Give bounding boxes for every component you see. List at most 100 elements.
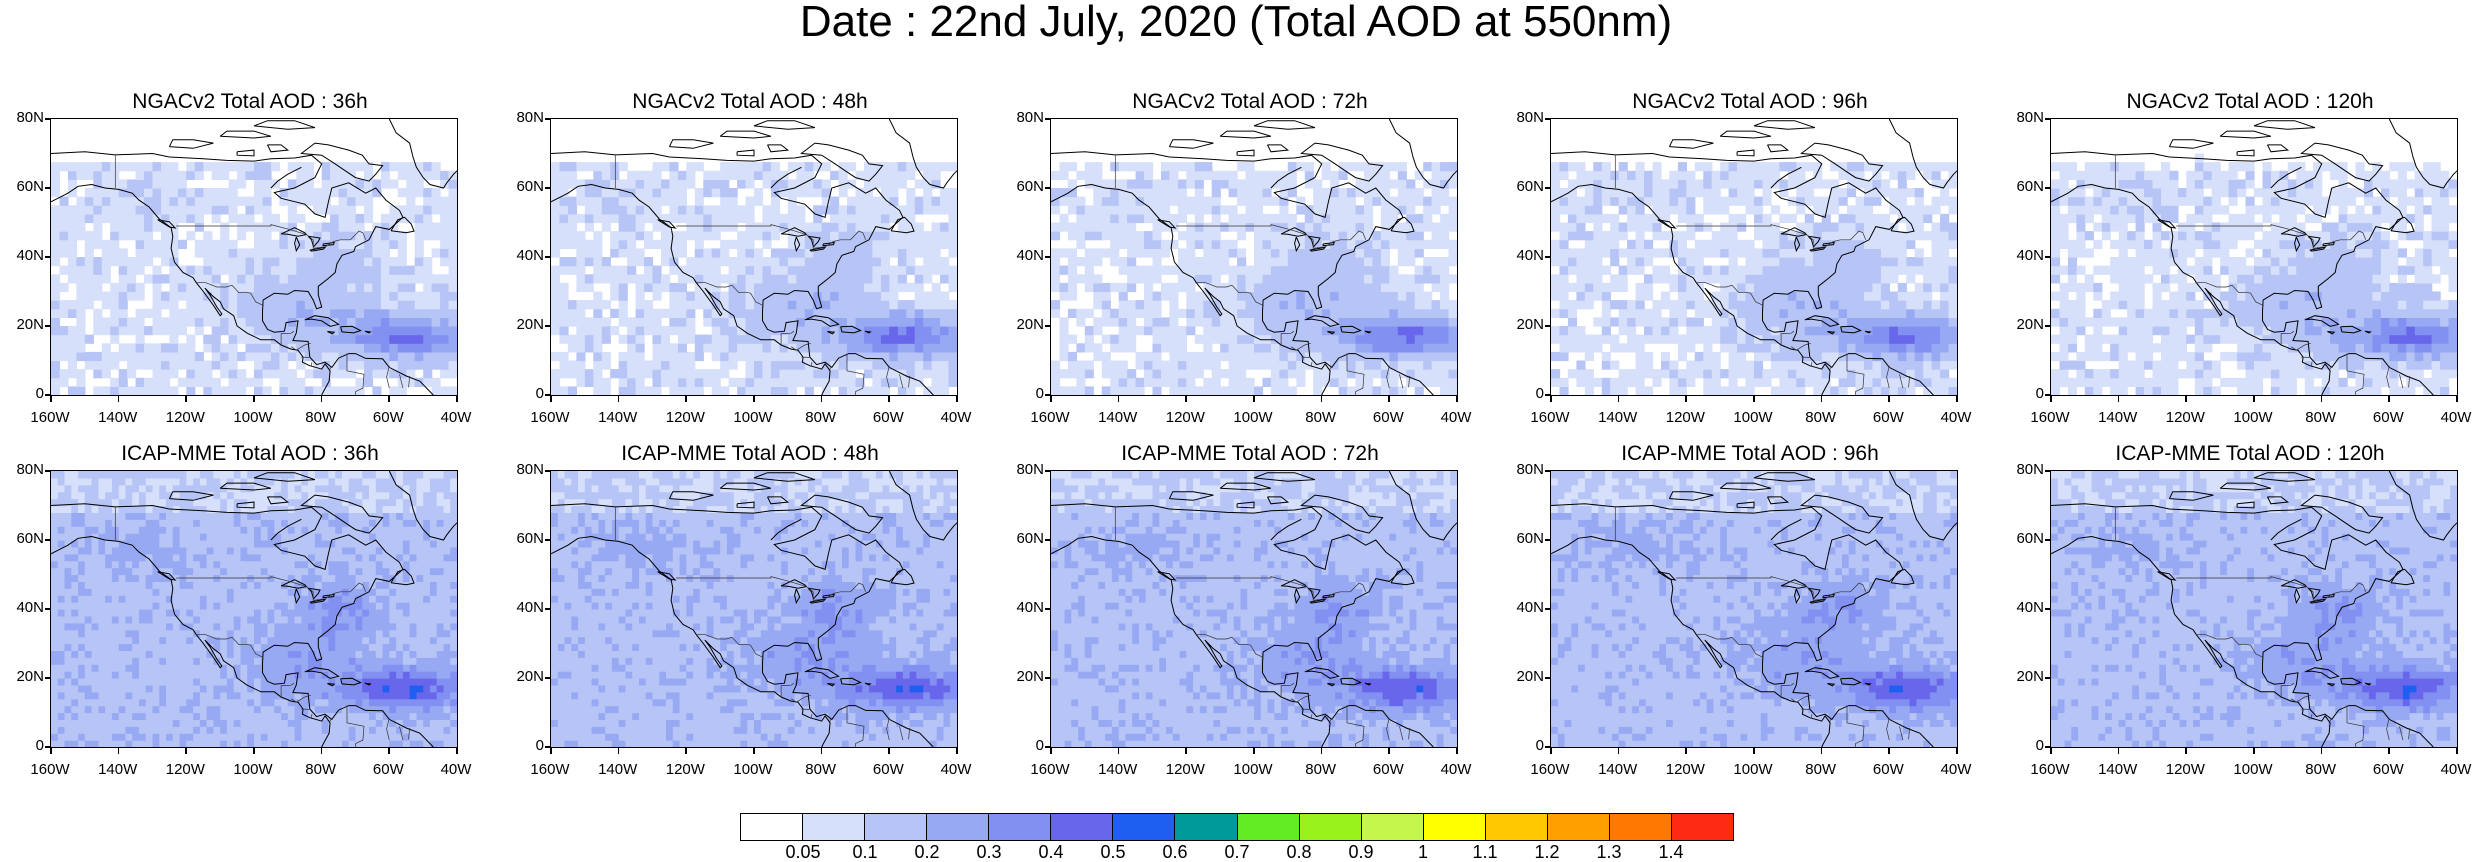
colorbar-label: 0.1 bbox=[852, 842, 878, 862]
lat-tick-mark bbox=[45, 539, 51, 541]
lat-tick-label: 20N bbox=[516, 316, 544, 333]
lat-tick-label: 40N bbox=[1516, 599, 1544, 616]
lat-tick-label: 60N bbox=[16, 530, 44, 547]
lat-tick-mark bbox=[545, 256, 551, 258]
lon-tick-label: 100W bbox=[2233, 761, 2273, 778]
lat-tick-label: 80N bbox=[2016, 461, 2044, 478]
colorbar-cell bbox=[1237, 814, 1300, 840]
colorbar-label: 0.05 bbox=[785, 842, 821, 862]
lon-tick-label: 120W bbox=[165, 761, 205, 778]
map-panel: NGACv2 Total AOD : 96h 80N 60N 40N 20N 0 160W 1… bbox=[1500, 80, 2000, 426]
lat-tick-mark bbox=[1045, 325, 1051, 327]
lon-tick-label: 140W bbox=[98, 761, 138, 778]
lat-tick-mark bbox=[45, 394, 51, 396]
map-panel: ICAP-MME Total AOD : 36h 80N 60N 40N 20N 0 160… bbox=[0, 432, 500, 778]
lat-tick-mark bbox=[1545, 187, 1551, 189]
lat-tick-mark bbox=[1545, 325, 1551, 327]
coastlines bbox=[1551, 119, 1957, 395]
lon-tick-label: 40W bbox=[2440, 761, 2472, 778]
lon-tick-mark bbox=[2253, 396, 2255, 402]
lon-tick-mark bbox=[2456, 748, 2458, 754]
lon-tick-mark bbox=[50, 396, 52, 402]
lon-tick-mark bbox=[550, 748, 552, 754]
lon-tick-mark bbox=[1253, 396, 1255, 402]
colorbar-cell bbox=[1299, 814, 1362, 840]
aod-map bbox=[2051, 119, 2457, 395]
lon-tick-mark bbox=[50, 748, 52, 754]
map-panel: ICAP-MME Total AOD : 48h 80N 60N 40N 20N 0 160… bbox=[500, 432, 1000, 778]
lon-tick-mark bbox=[1617, 748, 1620, 754]
lat-tick-mark bbox=[2045, 608, 2051, 610]
lat-tick-label: 60N bbox=[1516, 178, 1544, 195]
lon-tick-label: 80W bbox=[1805, 761, 1837, 778]
lat-tick-label: 0 bbox=[35, 737, 44, 754]
lon-tick-label: 120W bbox=[1665, 761, 1705, 778]
lon-tick-label: 120W bbox=[2165, 409, 2205, 426]
lon-tick-label: 120W bbox=[1165, 409, 1205, 426]
lon-tick-mark bbox=[550, 396, 552, 402]
colorbar-label: 0.6 bbox=[1162, 842, 1188, 862]
colorbar-label: 0.4 bbox=[1038, 842, 1064, 862]
lon-tick-mark bbox=[1388, 396, 1390, 402]
lon-tick-mark bbox=[2117, 748, 2120, 754]
coastlines bbox=[51, 471, 457, 747]
lat-tick-mark bbox=[545, 394, 551, 396]
lon-tick-mark bbox=[888, 396, 890, 402]
map-frame bbox=[1550, 118, 1958, 396]
lat-tick-label: 60N bbox=[516, 178, 544, 195]
lat-tick-mark bbox=[1045, 539, 1051, 541]
colorbar-label: 1 bbox=[1417, 842, 1428, 862]
aod-map bbox=[1051, 471, 1457, 747]
coastlines bbox=[2051, 471, 2457, 747]
panel-title: ICAP-MME Total AOD : 36h bbox=[121, 442, 379, 465]
lat-tick-label: 0 bbox=[1535, 737, 1544, 754]
lon-tick-label: 160W bbox=[530, 761, 570, 778]
lat-tick-label: 40N bbox=[1016, 247, 1044, 264]
lon-tick-mark bbox=[1685, 396, 1687, 402]
lon-tick-mark bbox=[185, 396, 187, 402]
lon-tick-mark bbox=[1820, 396, 1823, 402]
lon-tick-mark bbox=[1320, 396, 1323, 402]
lon-tick-mark bbox=[753, 748, 755, 754]
lat-tick-mark bbox=[545, 746, 551, 748]
lat-tick-mark bbox=[45, 677, 51, 679]
lon-tick-label: 100W bbox=[233, 761, 273, 778]
lat-tick-mark bbox=[45, 746, 51, 748]
lat-tick-label: 80N bbox=[516, 109, 544, 126]
lat-tick-label: 40N bbox=[2016, 247, 2044, 264]
lat-tick-mark bbox=[1545, 539, 1551, 541]
lon-tick-label: 100W bbox=[1733, 409, 1773, 426]
lon-tick-label: 80W bbox=[1805, 409, 1837, 426]
panel-title: NGACv2 Total AOD : 36h bbox=[132, 90, 368, 113]
lon-tick-label: 160W bbox=[1530, 761, 1570, 778]
colorbar-cell bbox=[741, 814, 804, 840]
lon-tick-label: 100W bbox=[733, 761, 773, 778]
lon-tick-mark bbox=[1185, 396, 1187, 402]
lon-tick-mark bbox=[456, 748, 458, 754]
aod-field bbox=[51, 162, 457, 395]
lon-tick-mark bbox=[820, 748, 823, 754]
lon-tick-label: 160W bbox=[30, 761, 70, 778]
panel-title: ICAP-MME Total AOD : 96h bbox=[1621, 442, 1879, 465]
lon-tick-label: 60W bbox=[1372, 409, 1404, 426]
lon-tick-mark bbox=[253, 396, 255, 402]
lat-tick-label: 20N bbox=[1516, 316, 1544, 333]
lon-tick-mark bbox=[1820, 748, 1823, 754]
lon-tick-mark bbox=[1050, 396, 1052, 402]
lat-tick-label: 60N bbox=[2016, 178, 2044, 195]
lon-tick-label: 60W bbox=[872, 409, 904, 426]
map-panel: NGACv2 Total AOD : 72h 80N 60N 40N 20N 0 160W 1… bbox=[1000, 80, 1500, 426]
colorbar-cell bbox=[927, 814, 990, 840]
lon-tick-label: 140W bbox=[1598, 409, 1638, 426]
lon-tick-mark bbox=[117, 748, 120, 754]
lat-tick-mark bbox=[2045, 539, 2051, 541]
lon-tick-label: 160W bbox=[2030, 409, 2070, 426]
lat-tick-mark bbox=[1545, 470, 1551, 472]
lon-tick-label: 140W bbox=[2098, 761, 2138, 778]
coastlines bbox=[1051, 119, 1457, 395]
lon-tick-label: 60W bbox=[872, 761, 904, 778]
lon-tick-label: 160W bbox=[1030, 761, 1070, 778]
lon-tick-label: 80W bbox=[2305, 409, 2337, 426]
lat-tick-label: 40N bbox=[16, 247, 44, 264]
map-frame bbox=[550, 118, 958, 396]
